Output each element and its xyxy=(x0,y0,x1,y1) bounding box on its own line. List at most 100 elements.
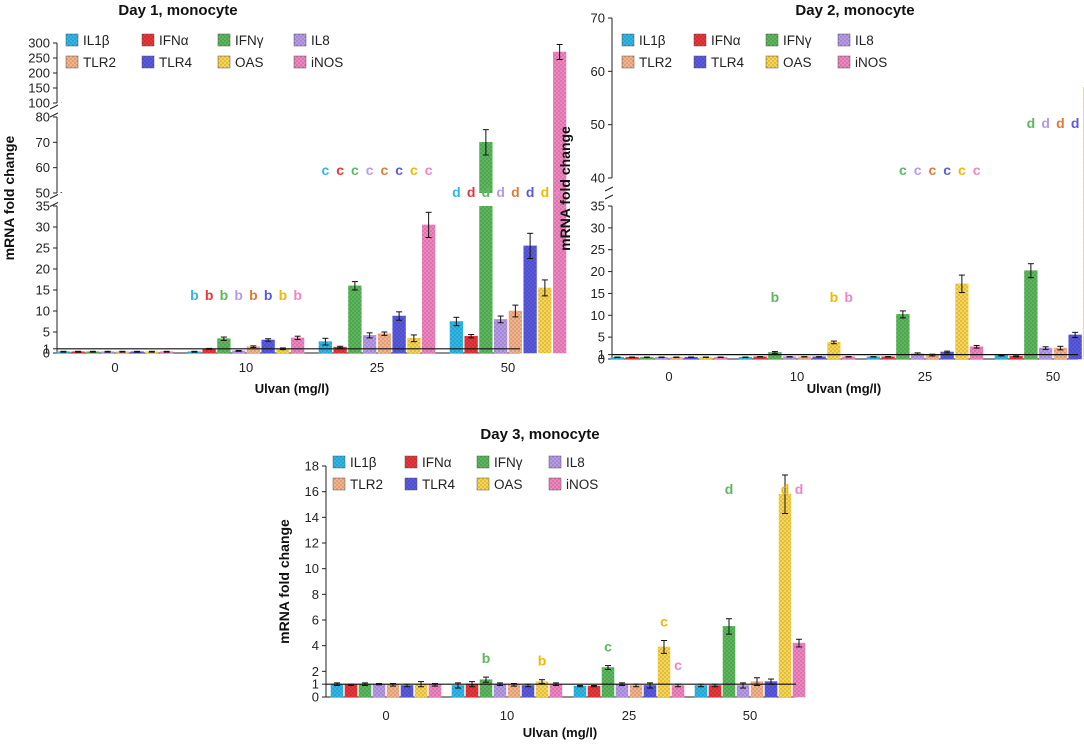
x-category-label: 0 xyxy=(382,708,389,723)
significance-letter: c xyxy=(366,162,374,178)
bar-texture xyxy=(523,245,537,353)
y-tick-label: 4 xyxy=(312,638,319,653)
legend-swatch-texture xyxy=(333,456,345,468)
bar-texture xyxy=(753,356,767,359)
bar-texture xyxy=(553,52,566,353)
legend-swatch-texture xyxy=(405,478,417,490)
axis-break-gap xyxy=(58,193,520,206)
bar-texture xyxy=(415,684,427,697)
bar-texture xyxy=(359,684,371,697)
chart-title: Day 1, monocyte xyxy=(118,2,237,19)
y-axis-label: mRNA fold change xyxy=(1,135,17,260)
bar-texture xyxy=(655,357,668,359)
bar-texture xyxy=(536,681,548,697)
x-category-label: 50 xyxy=(501,360,515,375)
y-tick-label: 0 xyxy=(43,346,50,361)
bar-texture xyxy=(793,643,805,697)
significance-letter: d xyxy=(1071,115,1080,131)
y-tick-label: 300 xyxy=(28,36,50,51)
legend-label-il8: IL8 xyxy=(311,33,330,48)
bar-texture xyxy=(798,356,811,359)
y-tick-label: 80 xyxy=(36,110,50,125)
bar-texture xyxy=(1039,348,1052,359)
bar-texture xyxy=(812,356,826,359)
y-tick-label: 25 xyxy=(36,241,50,256)
bar-texture xyxy=(522,685,534,697)
y-tick-label: 14 xyxy=(305,510,319,525)
legend-label-il1: IL1β xyxy=(639,33,666,48)
significance-letter: c xyxy=(958,162,966,178)
bar-texture xyxy=(494,319,507,353)
significance-letter: d xyxy=(541,184,550,200)
y-tick-label: 25 xyxy=(591,242,605,257)
bar-texture xyxy=(345,684,357,697)
bar-texture xyxy=(970,346,983,359)
legend-swatch-texture xyxy=(142,56,154,68)
bar-texture xyxy=(1009,356,1023,359)
y-tick-label: 70 xyxy=(591,11,605,26)
significance-letter: b xyxy=(279,287,288,303)
bar-texture xyxy=(429,684,441,697)
legend-label-tlr4: TLR4 xyxy=(159,55,193,70)
bar-texture xyxy=(331,684,343,697)
x-axis-label: Ulvan (mg/l) xyxy=(807,381,881,396)
significance-letter: b xyxy=(249,287,258,303)
legend-label-tlr2: TLR2 xyxy=(350,477,383,492)
significance-letter: d xyxy=(482,184,491,200)
bar-texture xyxy=(291,337,304,353)
bar-texture xyxy=(464,336,478,353)
significance-letter: c xyxy=(943,162,951,178)
bar-texture xyxy=(779,494,791,697)
legend-label-inos: iNOS xyxy=(311,55,343,70)
x-category-label: 10 xyxy=(500,708,514,723)
bar-texture xyxy=(670,357,683,359)
legend-swatch-texture xyxy=(66,56,78,68)
bar-texture xyxy=(926,355,939,359)
legend-swatch-texture xyxy=(477,478,489,490)
significance-letter: d xyxy=(555,184,564,200)
significance-letter: d xyxy=(496,184,505,200)
legend-label-il1: IL1β xyxy=(350,455,377,470)
bar-texture xyxy=(392,316,406,353)
y-tick-label: 1 xyxy=(598,347,605,362)
x-category-label: 50 xyxy=(1046,369,1060,384)
legend-swatch-texture xyxy=(549,478,561,490)
legend-swatch-texture xyxy=(294,56,306,68)
significance-letter: d xyxy=(467,184,476,200)
significance-letter: b xyxy=(482,650,491,666)
chart-title: Day 3, monocyte xyxy=(480,426,599,443)
legend-swatch-texture xyxy=(66,34,78,46)
significance-letter: c xyxy=(380,162,388,178)
legend-label-ifn: IFNα xyxy=(711,33,741,48)
significance-letter: d xyxy=(725,481,734,497)
bar-texture xyxy=(247,346,260,353)
y-tick-label: 30 xyxy=(36,220,50,235)
legend-label-oas: OAS xyxy=(494,477,523,492)
y-tick-label: 60 xyxy=(591,64,605,79)
legend-swatch-texture xyxy=(838,34,850,46)
bar-texture xyxy=(378,333,391,353)
legend-label-ifn: IFNγ xyxy=(235,33,264,48)
bar-texture xyxy=(867,356,880,359)
bar-texture xyxy=(232,350,245,353)
significance-letter: c xyxy=(973,162,981,178)
y-tick-label: 150 xyxy=(28,81,50,96)
significance-letter: c xyxy=(336,162,344,178)
y-tick-label: 35 xyxy=(36,199,50,214)
legend-label-il1: IL1β xyxy=(83,33,110,48)
significance-letter: c xyxy=(928,162,936,178)
bar-texture xyxy=(452,685,464,697)
y-axis-label: mRNA fold change xyxy=(276,519,292,644)
bar-texture xyxy=(955,283,969,359)
legend-label-oas: OAS xyxy=(783,55,812,70)
significance-letter: b xyxy=(264,287,273,303)
y-tick-label: 0 xyxy=(312,690,319,705)
significance-letter: c xyxy=(321,162,329,178)
y-tick-label: 10 xyxy=(591,308,605,323)
bar-texture xyxy=(508,684,520,697)
y-tick-label: 200 xyxy=(28,66,50,81)
significance-letter: c xyxy=(674,657,682,673)
bar-texture xyxy=(768,352,782,359)
y-tick-label: 40 xyxy=(591,171,605,186)
